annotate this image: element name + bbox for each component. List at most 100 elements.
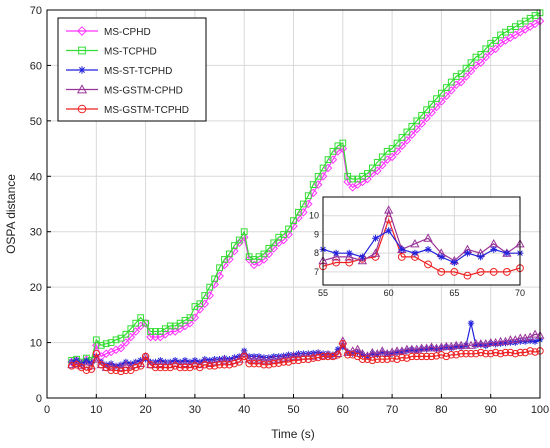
data-point <box>152 328 159 335</box>
data-point <box>155 359 165 368</box>
data-point <box>428 344 435 352</box>
data-point <box>142 319 149 327</box>
data-point <box>314 172 322 180</box>
inset-data-point <box>345 249 353 257</box>
data-point <box>220 361 229 369</box>
data-point <box>467 59 475 67</box>
data-point <box>215 271 224 281</box>
data-point <box>255 359 263 368</box>
data-point <box>221 256 228 263</box>
data-point <box>259 355 269 364</box>
inset-x-tick-label: 65 <box>449 288 459 298</box>
inset-x-tick-label: 70 <box>515 288 525 298</box>
data-point <box>319 352 327 361</box>
data-point <box>457 70 465 78</box>
inset-data-point <box>332 258 341 267</box>
data-point <box>497 340 504 347</box>
x-tick-label: 30 <box>189 404 201 416</box>
data-point <box>206 283 214 291</box>
data-point <box>438 89 445 97</box>
data-point <box>348 351 357 359</box>
inset-x-tick-label: 60 <box>384 288 394 298</box>
data-point <box>433 345 440 353</box>
data-point <box>412 344 422 353</box>
data-point <box>413 347 420 355</box>
data-point <box>210 362 219 370</box>
data-point <box>378 153 386 161</box>
data-point <box>264 355 274 364</box>
data-point <box>166 322 174 330</box>
inset-data-point <box>423 233 433 242</box>
inset-data-point <box>410 238 420 248</box>
data-point <box>161 363 170 372</box>
data-point <box>309 181 317 188</box>
legend-swatch-marker <box>77 104 87 114</box>
x-axis-label: Time (s) <box>271 427 315 441</box>
data-point <box>284 358 293 366</box>
data-point <box>314 349 322 356</box>
inset-y-tick-label: 8 <box>314 248 319 258</box>
data-point <box>437 351 446 359</box>
data-point <box>358 355 367 363</box>
data-point <box>417 352 426 361</box>
data-point <box>249 354 259 363</box>
data-point <box>462 64 470 72</box>
data-point <box>398 134 406 141</box>
data-point <box>408 352 416 361</box>
data-point <box>87 365 96 373</box>
data-point <box>196 300 204 308</box>
data-point <box>367 347 377 356</box>
main-ticks: 0 10 20 30 40 50 60 70 80 90 100 0 10 20 30 40 50 60 70 <box>30 5 549 416</box>
data-point <box>269 354 279 363</box>
data-point <box>363 355 372 363</box>
data-point <box>122 366 130 375</box>
x-tick-label: 40 <box>238 404 250 416</box>
series-line <box>71 12 541 363</box>
legend-entry: MS-GSTM-CPHD <box>66 84 183 97</box>
data-point <box>289 356 298 365</box>
data-point <box>349 175 357 183</box>
inset-data-point <box>490 246 498 253</box>
data-point <box>132 363 140 372</box>
data-point <box>280 231 288 238</box>
data-point <box>112 362 120 370</box>
data-point <box>329 351 337 359</box>
inset-data-point <box>384 205 394 214</box>
data-point <box>166 363 174 372</box>
data-point <box>487 340 494 347</box>
data-point <box>284 352 294 361</box>
data-point <box>447 351 456 359</box>
data-point <box>403 354 411 362</box>
inset-data-point <box>385 227 393 235</box>
inset-data-point <box>424 260 432 269</box>
data-point <box>67 362 76 370</box>
data-point <box>422 343 432 352</box>
data-point <box>502 339 509 347</box>
data-point <box>305 350 312 357</box>
x-tick-label: 20 <box>139 404 151 416</box>
x-tick-label: 70 <box>386 404 398 416</box>
inset-data-point <box>411 249 419 257</box>
data-point <box>417 343 427 352</box>
data-point <box>491 44 500 54</box>
inset-data-point <box>489 267 498 276</box>
inset-data-point <box>344 252 354 261</box>
data-point <box>329 147 337 155</box>
x-tick-label: 60 <box>337 404 349 416</box>
y-tick-label: 40 <box>30 171 42 183</box>
data-point <box>388 145 396 152</box>
inset-frame <box>322 196 521 286</box>
data-point <box>393 349 401 356</box>
data-point <box>467 319 475 327</box>
data-point <box>343 351 352 359</box>
data-point <box>308 188 318 198</box>
data-point <box>496 336 506 345</box>
data-point <box>413 352 421 361</box>
data-point <box>482 45 490 53</box>
data-point <box>491 348 500 357</box>
data-point <box>521 348 529 357</box>
data-point <box>191 362 199 370</box>
data-point <box>270 359 278 368</box>
inset-data-point <box>332 249 340 257</box>
